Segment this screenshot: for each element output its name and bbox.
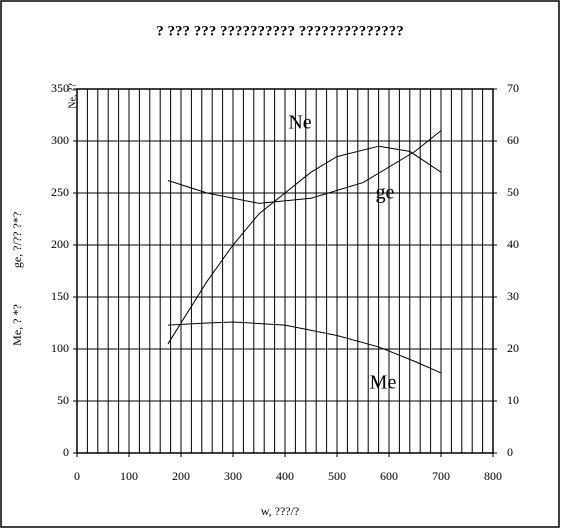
y-axis-label: ge, ?/?? ?*? <box>10 212 24 268</box>
x-tick-label: 500 <box>328 469 346 483</box>
x-axis-label: w, ???/? <box>261 504 300 518</box>
series-label: Me <box>370 372 397 394</box>
x-tick-label: 600 <box>380 469 398 483</box>
y-tick-label: 300 <box>51 133 69 147</box>
x-tick-label: 800 <box>484 469 502 483</box>
y-tick-label: 100 <box>51 341 69 355</box>
x-tick-label: 0 <box>74 469 80 483</box>
line-series <box>167 321 442 374</box>
y-tick-label: 200 <box>51 237 69 251</box>
x-tick-label: 100 <box>120 469 138 483</box>
x-tick-label: 700 <box>432 469 450 483</box>
y2-axis-label: Ne, ?? <box>67 83 78 109</box>
y-tick-label: 350 <box>51 81 69 95</box>
x-tick-label: 200 <box>172 469 190 483</box>
y-tick-label: 50 <box>57 393 69 407</box>
plot-border <box>76 88 494 454</box>
y2-tick-label: 0 <box>507 445 513 459</box>
y2-tick-label: 40 <box>507 237 519 251</box>
y2-tick-label: 30 <box>507 289 519 303</box>
y-tick-label: 0 <box>63 445 69 459</box>
line-series <box>167 130 442 204</box>
y2-tick-label: 10 <box>507 393 519 407</box>
y2-tick-label: 50 <box>507 185 519 199</box>
y2-tick-label: 20 <box>507 341 519 355</box>
y2-tick-label: 60 <box>507 133 519 147</box>
y2-tick-label: 70 <box>507 81 519 95</box>
y-axis-label: Me, ? *? <box>10 304 24 346</box>
line-series <box>167 145 442 345</box>
series-label: Ne <box>288 112 311 134</box>
y-tick-label: 150 <box>51 289 69 303</box>
y-tick-label: 250 <box>51 185 69 199</box>
chart-title: ? ??? ??? ?????????? ?????????????? <box>156 23 404 39</box>
x-tick-label: 400 <box>276 469 294 483</box>
series-label: ge <box>376 182 395 204</box>
x-tick-label: 300 <box>224 469 242 483</box>
